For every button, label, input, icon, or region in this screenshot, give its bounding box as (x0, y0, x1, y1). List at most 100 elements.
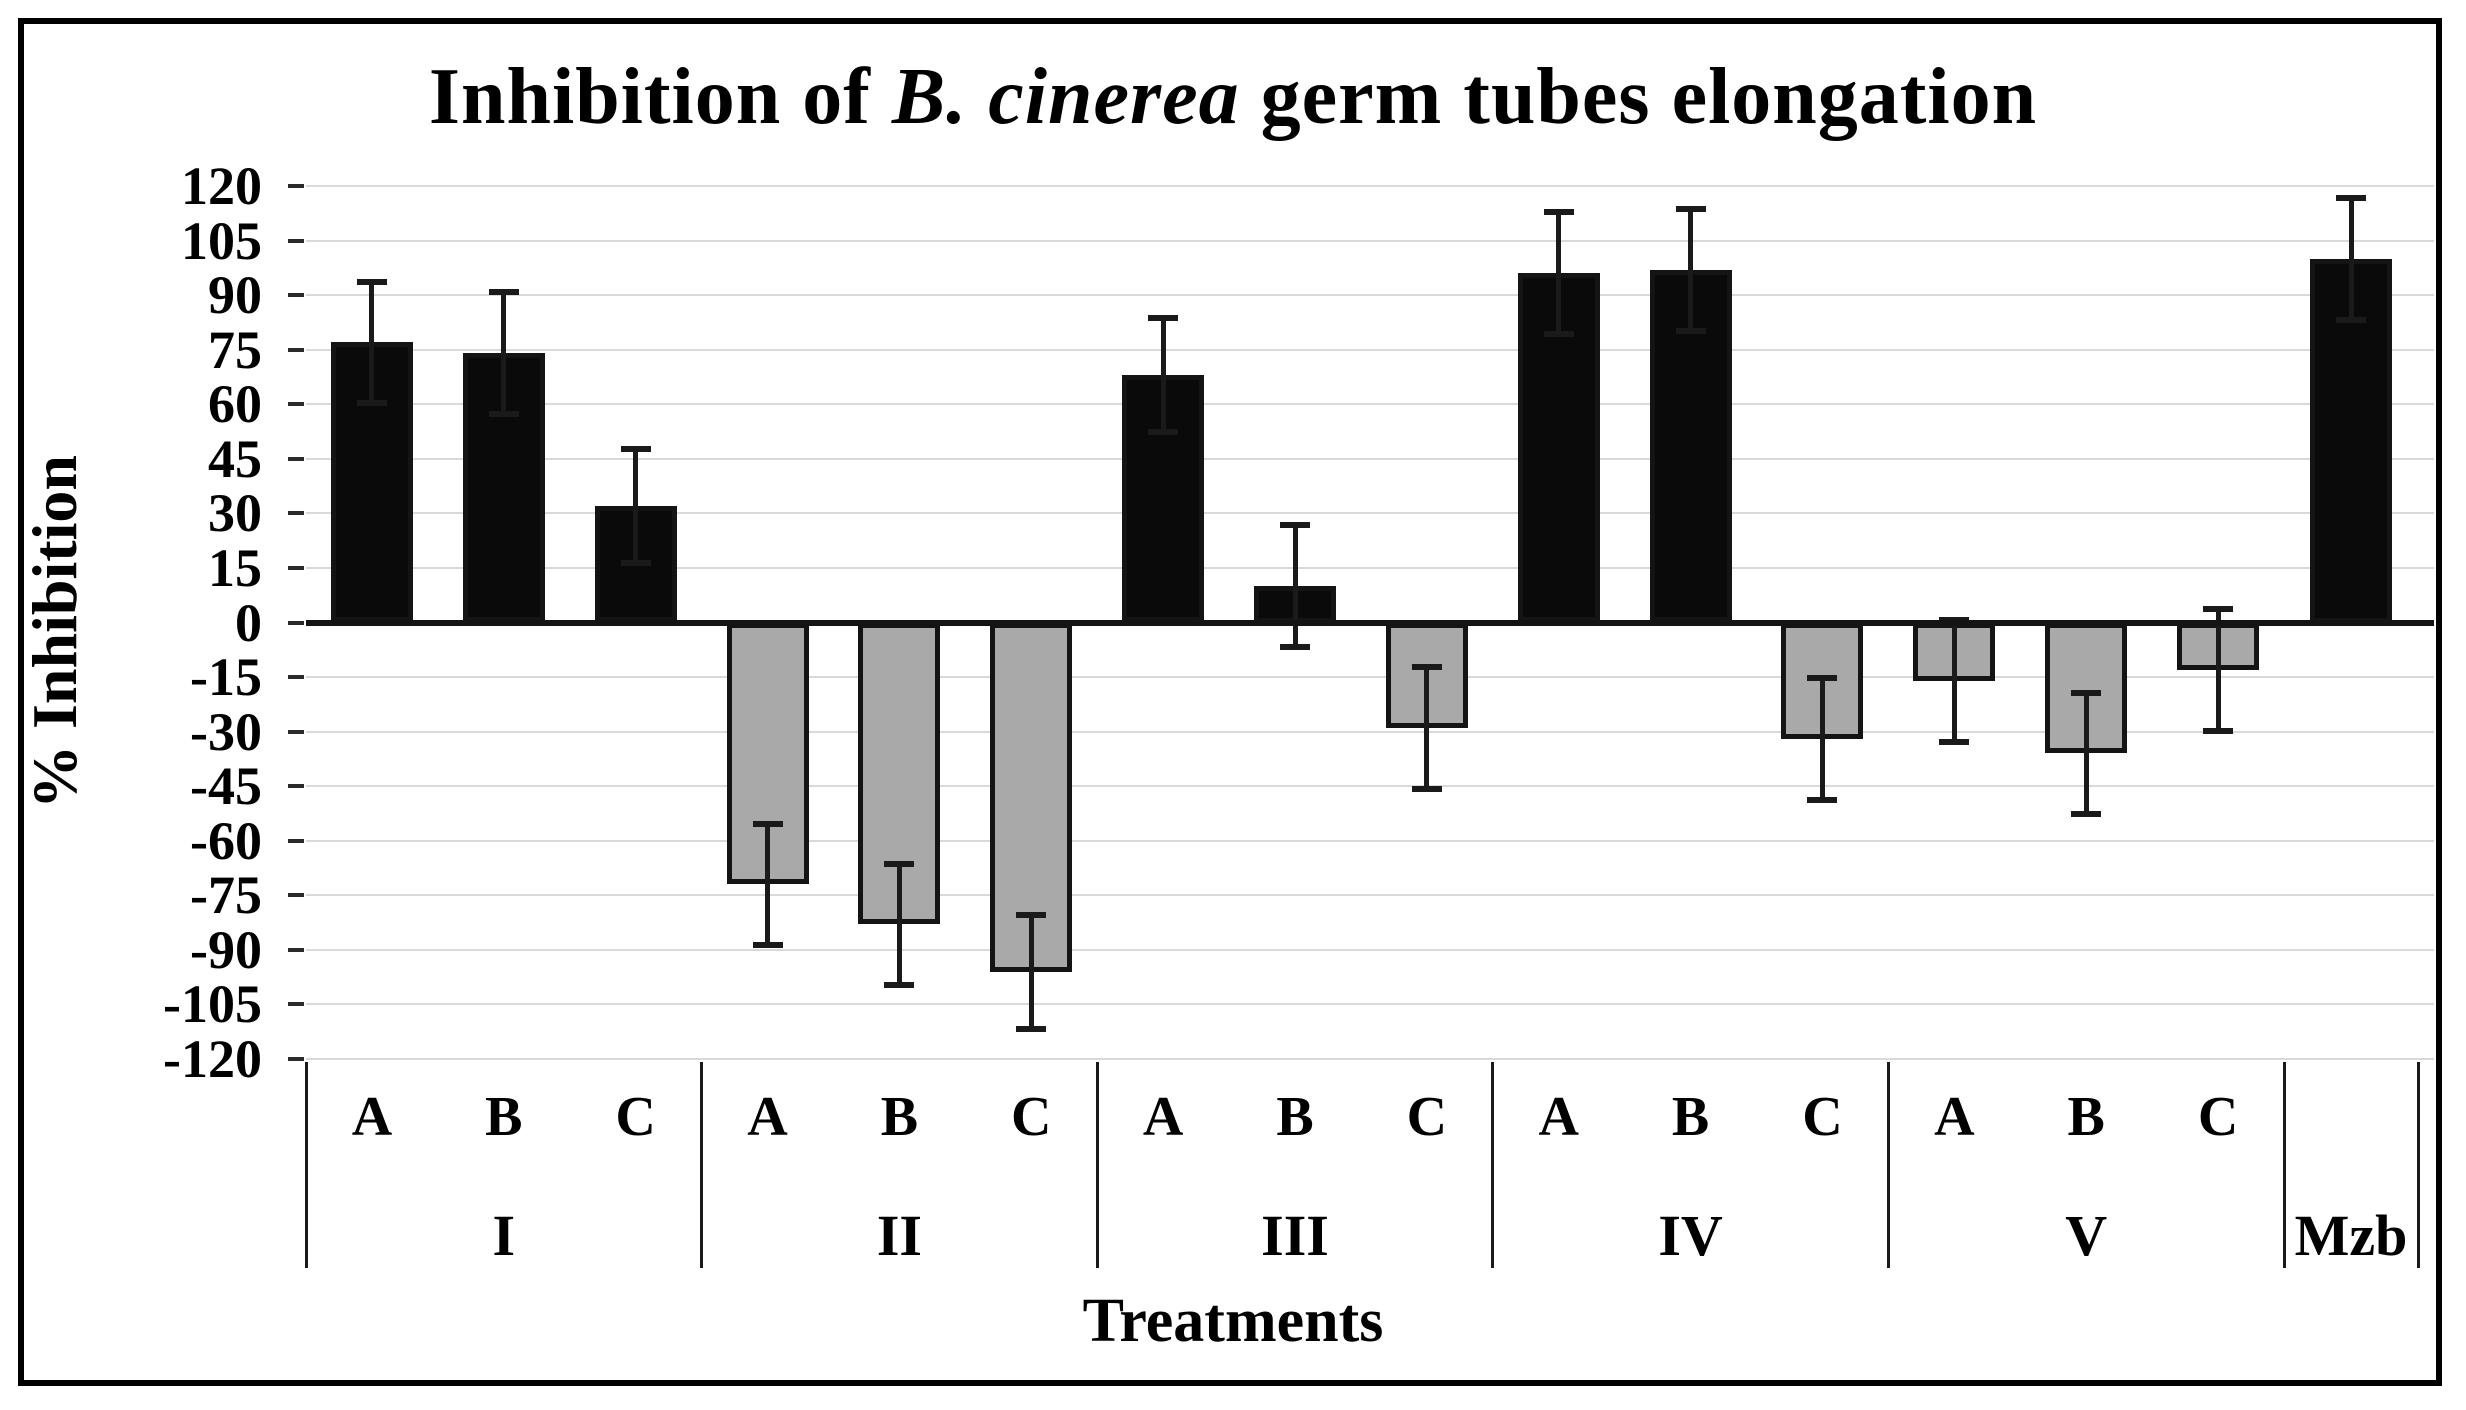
gridline-120 (306, 185, 2434, 187)
y-tick-mark-105 (288, 238, 304, 243)
gridline-15 (306, 566, 2434, 569)
gridline--45 (306, 785, 2434, 788)
chart-title-suffix: germ tubes elongation (1239, 53, 2038, 141)
error-bar-I-A (369, 280, 375, 405)
x-tick-letter-IV-A: A (1538, 1086, 1579, 1148)
error-bar-IV-A (1556, 211, 1562, 336)
gridline--60 (306, 839, 2434, 842)
y-tick-mark-45 (288, 456, 304, 461)
error-cap-top-III-B (1280, 522, 1310, 529)
error-bar-III-A (1160, 316, 1166, 434)
gridline--30 (306, 730, 2434, 733)
y-tick-label--90: -90 (190, 919, 262, 980)
gridline--120 (306, 1058, 2434, 1060)
y-tick-mark--75 (288, 893, 304, 898)
error-cap-bottom-IV-C (1807, 796, 1838, 803)
x-category-separator-5 (2282, 1062, 2286, 1268)
y-tick-mark-75 (288, 347, 304, 352)
error-cap-bottom-I-C (620, 560, 651, 567)
x-tick-letter-III-A: A (1142, 1086, 1184, 1148)
y-tick-label--60: -60 (190, 810, 262, 871)
x-tick-letter-II-A: A (747, 1086, 788, 1148)
error-bar-IV-B (1688, 207, 1694, 332)
y-tick-label--45: -45 (190, 756, 262, 817)
y-tick-mark--120 (288, 1057, 304, 1061)
y-tick-mark--45 (288, 784, 304, 789)
x-group-label-II: II (876, 1203, 922, 1268)
error-bar-V-A (1951, 618, 1957, 743)
gridline-90 (306, 294, 2434, 297)
error-bar-III-B (1292, 524, 1298, 648)
error-cap-bottom-II-B (884, 982, 915, 989)
error-cap-top-II-B (884, 860, 915, 867)
gridline--90 (306, 948, 2434, 951)
y-tick-mark-90 (288, 293, 304, 298)
plot-area (306, 185, 2434, 1060)
x-tick-letter-V-A: A (1934, 1086, 1975, 1148)
y-tick-label--15: -15 (190, 647, 262, 708)
error-cap-bottom-Mzb (2336, 316, 2366, 323)
chart-title-prefix: Inhibition of (428, 53, 892, 141)
error-bar-Mzb (2348, 196, 2354, 321)
zero-baseline (306, 619, 2434, 626)
x-category-separator-2 (1095, 1062, 1099, 1268)
gridline-105 (306, 239, 2434, 242)
gridline-60 (306, 403, 2434, 406)
error-cap-bottom-V-B (2071, 811, 2102, 818)
error-cap-bottom-IV-A (1543, 331, 1574, 338)
error-cap-bottom-II-C (1016, 1025, 1047, 1032)
gridline--105 (306, 1003, 2434, 1006)
x-group-label-III: III (1261, 1203, 1329, 1268)
error-bar-I-C (633, 447, 639, 565)
gridline--15 (306, 676, 2434, 679)
x-category-separator-4 (1886, 1062, 1890, 1268)
gridline--75 (306, 894, 2434, 897)
y-tick-mark--105 (288, 1002, 304, 1007)
error-cap-top-I-A (356, 278, 387, 285)
x-group-label-IV: IV (1658, 1203, 1723, 1268)
y-tick-label-75: 75 (208, 319, 262, 380)
gridline-75 (306, 348, 2434, 351)
error-bar-I-B (501, 291, 507, 416)
y-tick-mark-60 (288, 402, 304, 407)
error-cap-bottom-III-B (1280, 643, 1310, 650)
x-tick-letter-V-C: C (2197, 1086, 2239, 1148)
gridline-45 (306, 457, 2434, 460)
y-tick-label--30: -30 (190, 701, 262, 762)
error-cap-top-III-C (1411, 664, 1442, 671)
y-tick-label--105: -105 (163, 974, 262, 1035)
y-tick-label-60: 60 (208, 374, 262, 435)
error-cap-top-I-B (488, 289, 519, 296)
y-tick-label-0: 0 (235, 592, 262, 653)
error-cap-top-II-C (1016, 911, 1047, 918)
x-group-label-I: I (492, 1203, 516, 1268)
x-tick-letter-II-B: B (880, 1086, 919, 1148)
x-group-label-Mzb: Mzb (2294, 1203, 2408, 1268)
error-bar-V-C (2215, 607, 2221, 732)
x-tick-letter-IV-B: B (1671, 1086, 1710, 1148)
y-tick-label-90: 90 (208, 265, 262, 326)
x-tick-letter-I-C: C (615, 1086, 656, 1148)
bar-III-A (1122, 375, 1205, 623)
error-cap-top-I-C (620, 445, 651, 452)
x-tick-letter-V-B: B (2067, 1086, 2105, 1148)
y-tick-mark-0 (288, 620, 304, 625)
error-cap-bottom-V-A (1939, 738, 1970, 745)
x-category-separator-3 (1491, 1062, 1495, 1268)
error-cap-bottom-III-A (1148, 429, 1179, 436)
y-tick-mark-120 (288, 184, 304, 188)
error-bar-II-B (896, 862, 902, 987)
error-cap-top-V-B (2071, 689, 2102, 696)
y-tick-label-120: 120 (181, 156, 262, 216)
x-tick-letter-III-B: B (1276, 1086, 1314, 1148)
error-bar-IV-C (1819, 677, 1825, 801)
x-group-label-V: V (2065, 1203, 2108, 1268)
y-tick-label-45: 45 (208, 428, 262, 489)
x-tick-letter-II-C: C (1011, 1086, 1052, 1148)
x-axis-title: Treatments (1082, 1287, 1384, 1355)
error-bar-II-C (1028, 913, 1034, 1030)
y-tick-mark-30 (288, 511, 304, 516)
x-tick-letter-I-A: A (351, 1086, 393, 1148)
chart-title: Inhibition of B. cinerea germ tubes elon… (0, 52, 2466, 143)
